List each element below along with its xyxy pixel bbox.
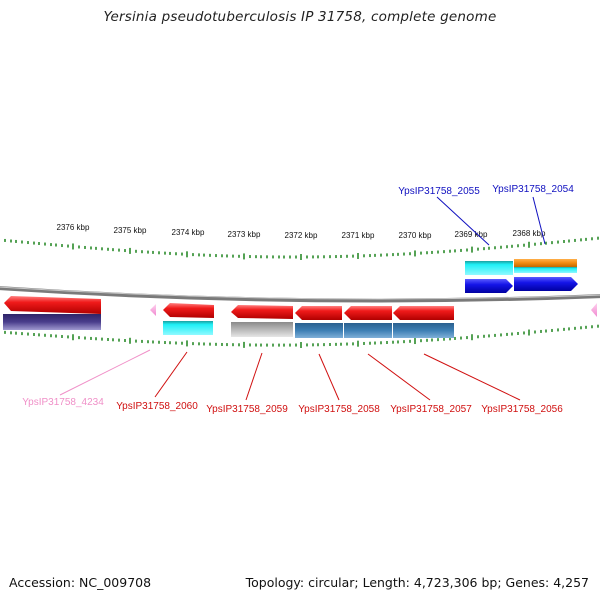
tick-label-2373: 2373 kbp bbox=[228, 230, 261, 239]
tick-label-2372: 2372 kbp bbox=[285, 231, 318, 240]
gene-label-2055[interactable]: YpsIP31758_2055 bbox=[398, 186, 480, 197]
tick-label-2376: 2376 kbp bbox=[57, 223, 90, 232]
gene-2056-arrow[interactable] bbox=[393, 306, 454, 320]
gene-2058-block[interactable] bbox=[295, 323, 343, 338]
gene-2060-arrow[interactable] bbox=[163, 303, 214, 318]
tick-label-2375: 2375 kbp bbox=[114, 226, 147, 235]
gene-2055-cyan-block[interactable] bbox=[465, 261, 513, 275]
leader-line-4234 bbox=[59, 349, 151, 396]
gene-4234-block[interactable] bbox=[3, 314, 101, 330]
gene-label-2058[interactable]: YpsIP31758_2058 bbox=[298, 404, 380, 415]
leader-line-2056 bbox=[423, 353, 521, 401]
gene-label-4234[interactable]: YpsIP31758_4234 bbox=[22, 397, 104, 408]
genome-backbone bbox=[0, 286, 600, 303]
gene-label-2057[interactable]: YpsIP31758_2057 bbox=[390, 404, 472, 415]
genome-title: Yersinia pseudotuberculosis IP 31758, co… bbox=[103, 9, 497, 25]
scale-ticks-bottom bbox=[4, 324, 599, 348]
gene-2054-arrow[interactable] bbox=[514, 277, 578, 291]
gene-2057-block[interactable] bbox=[344, 323, 392, 338]
gene-2059-arrow[interactable] bbox=[231, 305, 293, 319]
leader-line-2060 bbox=[154, 351, 188, 398]
gene-4234-pink-marker[interactable] bbox=[150, 304, 156, 316]
topology-text: Topology: circular; Length: 4,723,306 bp… bbox=[245, 575, 589, 590]
gene-2054-orange-block[interactable] bbox=[514, 259, 577, 273]
gene-2060-block[interactable] bbox=[163, 321, 213, 335]
gene-2056-block[interactable] bbox=[393, 323, 454, 338]
tick-label-2371: 2371 kbp bbox=[342, 231, 375, 240]
gene-label-2059[interactable]: YpsIP31758_2059 bbox=[206, 404, 288, 415]
tick-label-2370: 2370 kbp bbox=[399, 231, 432, 240]
pink-marker-right[interactable] bbox=[591, 303, 597, 317]
leader-line-2058 bbox=[318, 353, 340, 401]
accession-text: Accession: NC_009708 bbox=[9, 575, 152, 590]
leader-line-2057 bbox=[367, 353, 431, 401]
gene-2059-block[interactable] bbox=[231, 322, 293, 337]
leader-line-2059 bbox=[245, 352, 263, 401]
leader-line-2055 bbox=[436, 196, 490, 246]
gene-label-2056[interactable]: YpsIP31758_2056 bbox=[481, 404, 563, 415]
gene-4234-arrow[interactable] bbox=[4, 296, 101, 314]
gene-2057-arrow[interactable] bbox=[344, 306, 392, 320]
tick-label-2368: 2368 kbp bbox=[513, 229, 546, 238]
tick-label-2369: 2369 kbp bbox=[455, 230, 488, 239]
gene-label-2054[interactable]: YpsIP31758_2054 bbox=[492, 184, 574, 195]
gene-2055-arrow[interactable] bbox=[465, 279, 513, 293]
leader-line-2054 bbox=[532, 196, 546, 245]
tick-label-2374: 2374 kbp bbox=[172, 228, 205, 237]
scale-ticks-top bbox=[4, 236, 599, 260]
gene-2058-arrow[interactable] bbox=[295, 306, 342, 320]
gene-label-2060[interactable]: YpsIP31758_2060 bbox=[116, 401, 198, 412]
